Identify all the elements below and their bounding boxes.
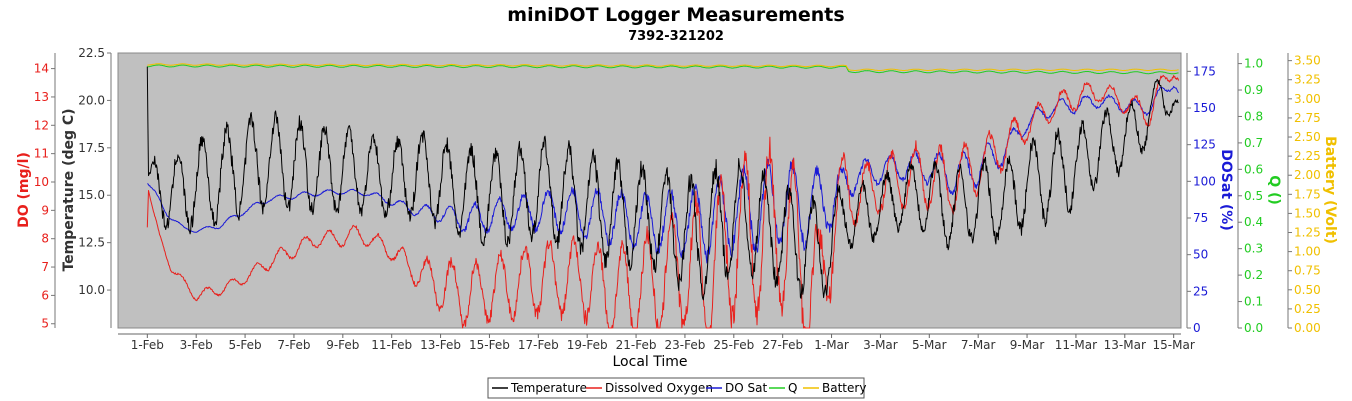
q-tick-label: 0.6	[1244, 162, 1263, 176]
legend-item-dissolved-oxygen: Dissolved Oxygen	[605, 381, 713, 395]
q-tick-label: 0.8	[1244, 109, 1263, 123]
do-tick-label: 13	[34, 90, 49, 104]
dosat-tick-label: 50	[1193, 248, 1208, 262]
x-axis-label: Local Time	[613, 354, 688, 370]
battery-tick-label: 1.25	[1294, 226, 1321, 240]
temp-tick-label: 15.0	[78, 188, 105, 202]
x-tick-label: 27-Feb	[762, 338, 803, 352]
series-line-battery	[147, 63, 1179, 71]
legend-box	[487, 377, 865, 399]
series-line-q	[147, 64, 1179, 75]
x-tick-label: 7-Feb	[277, 338, 310, 352]
battery-tick-label: 3.00	[1294, 92, 1321, 106]
x-tick-label: 13-Feb	[420, 338, 461, 352]
x-tick-label: 11-Feb	[371, 338, 412, 352]
x-tick-label: 23-Feb	[665, 338, 706, 352]
battery-tick-label: 0.50	[1294, 283, 1321, 297]
dosat-tick-label: 100	[1193, 174, 1216, 188]
do-axis-label: DO (mg/l)	[16, 152, 32, 228]
battery-tick-label: 2.25	[1294, 149, 1321, 163]
legend: Temperature Dissolved Oxygen DO Sat Q Ba…	[487, 377, 866, 399]
do-tick-label: 8	[41, 232, 49, 246]
dosat-tick-label: 175	[1193, 64, 1216, 78]
x-tick-label: 15-Feb	[469, 338, 510, 352]
battery-tick-label: 0.75	[1294, 264, 1321, 278]
battery-tick-label: 1.00	[1294, 245, 1321, 259]
do-tick-label: 10	[34, 175, 49, 189]
dosat-tick-label: 75	[1193, 211, 1208, 225]
q-tick-label: 1.0	[1244, 57, 1263, 71]
x-tick-label: 5-Mar	[912, 338, 947, 352]
temp-tick-label: 17.5	[78, 141, 105, 155]
do-tick-label: 6	[41, 288, 49, 302]
chart-subtitle: 7392-321202	[628, 29, 724, 44]
x-tick-label: 17-Feb	[518, 338, 559, 352]
temp-tick-label: 20.0	[78, 93, 105, 107]
x-tick-label: 7-Mar	[961, 338, 996, 352]
series-line-dissolved-oxygen	[146, 74, 1180, 329]
do-tick-label: 9	[41, 203, 49, 217]
dosat-tick-label: 25	[1193, 284, 1208, 298]
legend-item-battery: Battery	[822, 381, 866, 395]
do-tick-label: 14	[34, 62, 49, 76]
plot-area	[117, 52, 1182, 329]
x-tick-label: 3-Feb	[180, 338, 213, 352]
legend-item-temperature: Temperature	[510, 381, 587, 395]
dosat-tick-label: 125	[1193, 138, 1216, 152]
do-tick-label: 7	[41, 260, 49, 274]
dosat-axis-label: DOSat (%)	[1218, 149, 1234, 230]
battery-tick-label: 2.00	[1294, 168, 1321, 182]
x-tick-label: 11-Mar	[1055, 338, 1097, 352]
x-tick-label: 15-Mar	[1153, 338, 1195, 352]
do-tick-label: 5	[41, 317, 49, 331]
q-tick-label: 0.0	[1244, 321, 1263, 335]
battery-tick-label: 0.00	[1294, 321, 1321, 335]
battery-tick-label: 0.25	[1294, 302, 1321, 316]
x-tick-label: 1-Mar	[814, 338, 849, 352]
q-tick-label: 0.5	[1244, 189, 1263, 203]
q-tick-label: 0.2	[1244, 268, 1263, 282]
x-tick-label: 21-Feb	[616, 338, 657, 352]
battery-tick-label: 3.25	[1294, 73, 1321, 87]
q-axis-label: Q ()	[1266, 175, 1282, 205]
axes-layer: 1-Feb 3-Feb 5-Feb 7-Feb 9-Feb 11-Feb 13-Feb 15-…	[34, 46, 1321, 352]
dosat-tick-label: 0	[1193, 321, 1201, 335]
battery-tick-label: 3.50	[1294, 54, 1321, 68]
q-tick-label: 0.3	[1244, 242, 1263, 256]
series-line-temperature	[146, 66, 1179, 301]
x-tick-label: 19-Feb	[567, 338, 608, 352]
do-tick-label: 12	[34, 118, 49, 132]
dosat-tick-label: 150	[1193, 101, 1216, 115]
x-tick-label: 13-Mar	[1104, 338, 1146, 352]
battery-tick-label: 2.75	[1294, 111, 1321, 125]
temp-tick-label: 22.5	[78, 46, 105, 60]
battery-axis-label: Battery (Volt)	[1322, 136, 1338, 244]
chart-title: miniDOT Logger Measurements	[507, 4, 844, 26]
battery-tick-label: 2.50	[1294, 130, 1321, 144]
series-layer	[146, 63, 1180, 329]
x-tick-label: 9-Feb	[326, 338, 359, 352]
x-tick-label: 25-Feb	[713, 338, 754, 352]
temp-tick-label: 12.5	[78, 236, 105, 250]
battery-tick-label: 1.75	[1294, 187, 1321, 201]
battery-tick-label: 1.50	[1294, 206, 1321, 220]
q-tick-label: 0.4	[1244, 215, 1263, 229]
x-tick-label: 9-Mar	[1010, 338, 1045, 352]
do-tick-label: 11	[34, 147, 49, 161]
x-tick-label: 3-Mar	[863, 338, 898, 352]
q-tick-label: 0.1	[1244, 295, 1263, 309]
temp-tick-label: 10.0	[78, 283, 105, 297]
legend-item-do-sat: DO Sat	[725, 381, 767, 395]
legend-item-q: Q	[788, 381, 797, 395]
x-tick-label: 5-Feb	[228, 338, 261, 352]
q-tick-label: 0.7	[1244, 136, 1263, 150]
x-tick-label: 1-Feb	[131, 338, 164, 352]
q-tick-label: 0.9	[1244, 83, 1263, 97]
temperature-axis-label: Temperature (deg C)	[61, 108, 77, 271]
